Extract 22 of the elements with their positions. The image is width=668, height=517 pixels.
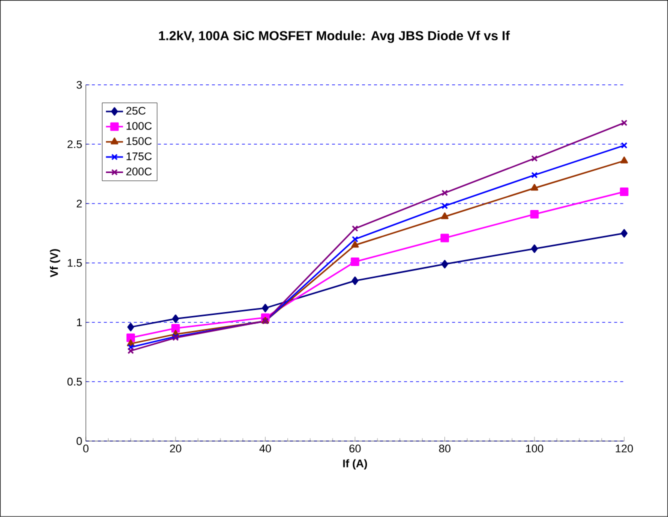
legend-label: 100C	[126, 122, 152, 130]
y-tick-label: 2.5	[68, 140, 82, 148]
x-axis-title: If (A)	[343, 459, 367, 470]
y-tick-label: 3	[76, 81, 82, 89]
y-axis-title: Vf (V)	[50, 249, 60, 278]
legend-label: 25C	[126, 106, 146, 115]
x-tick-label: 40	[259, 444, 271, 452]
y-tick-label: 2	[76, 200, 82, 208]
chart-title: 1.2kV, 100A SiC MOSFET Module: Avg JBS Diode Vf vs If	[159, 30, 510, 43]
x-tick-label: 100	[526, 444, 544, 452]
x-tick-label: 120	[616, 444, 633, 452]
y-tick-label: 1	[77, 318, 82, 326]
legend-label: 150C	[126, 137, 152, 146]
x-tick-label: 0	[83, 444, 88, 452]
y-tick-label: 1.5	[68, 259, 82, 267]
x-tick-label: 80	[439, 444, 450, 452]
x-tick-label: 20	[170, 444, 182, 452]
y-tick-label: 0.5	[67, 378, 82, 386]
x-tick-label: 60	[349, 444, 361, 452]
y-tick-label: 0	[76, 437, 82, 446]
legend-label: 200C	[126, 168, 152, 176]
legend-label: 175C	[126, 152, 152, 160]
